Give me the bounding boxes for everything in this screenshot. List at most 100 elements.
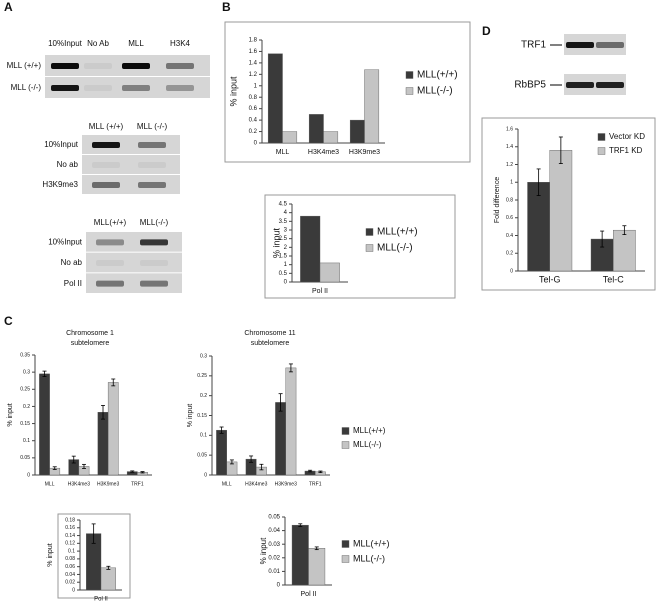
error-bar	[314, 546, 319, 551]
x-tick-label: Pol II	[312, 288, 328, 295]
chart-subtitle: subtelomere	[71, 340, 110, 347]
y-tick-label: 1	[284, 262, 288, 268]
legend-label: MLL(+/+)	[417, 70, 458, 81]
error-bar	[71, 455, 76, 464]
legend-label: MLL(+/+)	[353, 426, 386, 435]
error-bar	[600, 230, 605, 248]
chart-frame	[481, 117, 656, 291]
error-bar	[106, 565, 111, 570]
legend-label: MLL(+/+)	[353, 538, 390, 548]
error-bar	[219, 426, 224, 434]
error-bar	[288, 363, 293, 373]
gel-row-label: 10%Input	[48, 237, 83, 246]
y-tick-label: 0.04	[65, 572, 75, 578]
y-tick-label: 0.08	[65, 556, 75, 562]
legend-swatch	[341, 540, 350, 548]
error-bar	[111, 378, 116, 387]
bar	[613, 229, 636, 272]
y-tick-label: 1.4	[506, 144, 513, 150]
error-bar	[91, 523, 96, 544]
gel-band	[566, 82, 594, 88]
legend-label: MLL(-/-)	[353, 440, 382, 449]
y-tick-label: 4	[284, 210, 288, 216]
error-bar	[278, 393, 283, 412]
error-bar	[308, 469, 313, 473]
x-tick-label: H3K4me3	[308, 149, 339, 156]
gel-row-label: Pol II	[64, 279, 82, 288]
y-tick-label: 1.4	[249, 60, 258, 66]
gel-column-label: MLL(+/+)	[94, 218, 127, 227]
bar	[267, 53, 283, 144]
y-tick-label: 0.03	[268, 542, 280, 548]
y-tick-label: 0.2	[23, 404, 30, 410]
bar	[364, 69, 380, 144]
y-tick-label: 0.2	[506, 251, 513, 257]
y-tick-label: 0.05	[197, 452, 207, 458]
gel-lane	[82, 135, 180, 154]
y-tick-label: 0	[277, 583, 281, 589]
y-tick-label: 0	[254, 141, 258, 147]
x-tick-label: H3K4me3	[68, 481, 90, 487]
x-tick-label: Pol II	[301, 591, 317, 598]
y-tick-label: 0.15	[197, 413, 207, 419]
y-tick-label: 0.04	[268, 528, 280, 534]
bar	[107, 382, 119, 476]
y-tick-label: 0.01	[268, 569, 280, 575]
gel-row-label: No ab	[61, 258, 83, 267]
gel-band	[596, 82, 624, 88]
y-tick-label: 0.6	[506, 215, 513, 221]
x-tick-label: TRF1	[131, 481, 144, 487]
gel-lane	[86, 252, 182, 273]
y-tick-label: 1	[254, 83, 258, 89]
gel-band	[596, 42, 624, 48]
y-tick-label: 0.2	[200, 393, 207, 399]
bar	[319, 262, 340, 283]
error-bar	[140, 471, 145, 474]
gel-band	[138, 182, 166, 188]
legend-swatch	[597, 147, 606, 155]
x-tick-label: Tel-C	[603, 274, 625, 284]
bar	[291, 524, 309, 586]
gel-row-label: H3K9me3	[42, 180, 78, 189]
y-tick-label: 0.05	[268, 515, 280, 521]
legend-label: TRF1 KD	[609, 146, 643, 155]
legend-swatch	[405, 87, 414, 95]
error-bar	[81, 463, 86, 469]
gel-lane	[564, 34, 626, 55]
chart-frame	[264, 194, 456, 299]
y-tick-label: 0.25	[197, 373, 207, 379]
gel-lane	[82, 155, 180, 174]
legend-swatch	[341, 427, 350, 435]
error-bar	[558, 136, 563, 165]
gel-band	[51, 85, 79, 91]
gel-row-label: 10%Input	[44, 140, 79, 149]
gel-column-label: 10%Input	[48, 39, 83, 48]
y-tick-label: 0.35	[20, 352, 30, 358]
legend-swatch	[365, 228, 374, 236]
gel-band	[140, 239, 168, 246]
legend-swatch	[341, 555, 350, 563]
gel-lane	[82, 175, 180, 194]
y-tick-label: 0.4	[249, 118, 258, 124]
gel-band	[92, 182, 120, 188]
gel-column-label: No Ab	[87, 39, 109, 48]
x-tick-label: Tel-G	[539, 274, 561, 284]
y-tick-label: 3	[284, 228, 288, 234]
gel-column-label: MLL (-/-)	[137, 122, 168, 131]
y-axis-label: % input	[7, 403, 14, 426]
x-tick-label: H3K9me3	[97, 481, 119, 487]
y-tick-label: 0.6	[249, 106, 258, 112]
legend-swatch	[341, 441, 350, 449]
x-tick-label: H3K9me3	[349, 149, 380, 156]
y-tick-label: 0.8	[506, 197, 513, 203]
gel-band	[96, 239, 124, 246]
gel-row-label: RbBP5	[514, 80, 546, 91]
error-bar	[101, 404, 106, 420]
error-bar	[622, 225, 627, 236]
gel-row-label: TRF1	[521, 40, 546, 51]
legend-swatch	[365, 244, 374, 252]
gel-band	[166, 85, 194, 91]
y-tick-label: 2	[284, 245, 288, 251]
gel-column-label: H3K4	[170, 39, 191, 48]
